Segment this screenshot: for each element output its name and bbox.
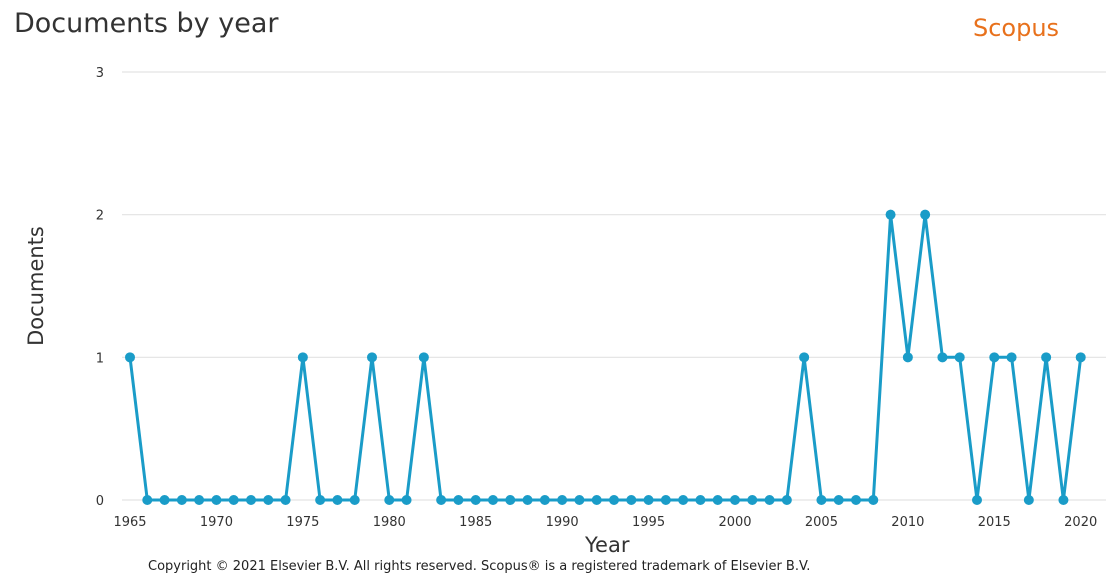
x-tick-label: 1995	[632, 515, 665, 530]
data-point[interactable]	[402, 495, 412, 505]
data-point[interactable]	[211, 495, 221, 505]
x-tick-label: 1990	[546, 515, 579, 530]
y-axis-label: Documents	[24, 226, 48, 346]
x-tick-label: 1980	[373, 515, 406, 530]
data-point[interactable]	[1076, 352, 1086, 362]
y-tick-label: 2	[96, 209, 104, 224]
x-tick-label: 1970	[200, 515, 233, 530]
x-tick-label: 2020	[1064, 515, 1097, 530]
data-point[interactable]	[851, 495, 861, 505]
data-point[interactable]	[747, 495, 757, 505]
y-axis-ticks: 0 1 2 3	[96, 66, 104, 509]
data-point[interactable]	[505, 495, 515, 505]
data-point[interactable]	[886, 210, 896, 220]
x-tick-label: 2000	[718, 515, 751, 530]
x-tick-label: 2005	[805, 515, 838, 530]
data-point[interactable]	[903, 352, 913, 362]
data-point[interactable]	[609, 495, 619, 505]
data-point[interactable]	[177, 495, 187, 505]
x-tick-label: 2010	[891, 515, 924, 530]
data-point[interactable]	[557, 495, 567, 505]
data-point[interactable]	[263, 495, 273, 505]
data-point[interactable]	[453, 495, 463, 505]
data-point[interactable]	[765, 495, 775, 505]
data-point[interactable]	[972, 495, 982, 505]
x-tick-label: 2015	[978, 515, 1011, 530]
y-tick-label: 0	[96, 494, 104, 509]
data-point[interactable]	[644, 495, 654, 505]
data-point[interactable]	[160, 495, 170, 505]
x-tick-label: 1975	[286, 515, 319, 530]
data-point[interactable]	[989, 352, 999, 362]
data-point[interactable]	[350, 495, 360, 505]
x-tick-label: 1985	[459, 515, 492, 530]
data-point[interactable]	[229, 495, 239, 505]
data-point[interactable]	[678, 495, 688, 505]
data-point[interactable]	[315, 495, 325, 505]
x-axis-label: Year	[585, 533, 629, 557]
data-point[interactable]	[488, 495, 498, 505]
data-point[interactable]	[799, 352, 809, 362]
data-point[interactable]	[1058, 495, 1068, 505]
data-point[interactable]	[695, 495, 705, 505]
data-point[interactable]	[713, 495, 723, 505]
data-point[interactable]	[920, 210, 930, 220]
data-point[interactable]	[1007, 352, 1017, 362]
data-point[interactable]	[367, 352, 377, 362]
data-point[interactable]	[436, 495, 446, 505]
data-point[interactable]	[868, 495, 878, 505]
gridlines	[122, 72, 1106, 500]
data-point[interactable]	[246, 495, 256, 505]
data-point[interactable]	[419, 352, 429, 362]
data-point[interactable]	[1041, 352, 1051, 362]
data-point[interactable]	[1024, 495, 1034, 505]
data-point[interactable]	[194, 495, 204, 505]
data-point[interactable]	[574, 495, 584, 505]
x-tick-label: 1965	[113, 515, 146, 530]
data-point[interactable]	[125, 352, 135, 362]
data-point[interactable]	[730, 495, 740, 505]
data-point[interactable]	[384, 495, 394, 505]
x-axis-ticks: 1965 1970 1975 1980 1985 1990 1995 2000 2005 2010…	[113, 515, 1097, 530]
data-point[interactable]	[937, 352, 947, 362]
data-point[interactable]	[281, 495, 291, 505]
data-point[interactable]	[955, 352, 965, 362]
data-point[interactable]	[540, 495, 550, 505]
data-point[interactable]	[626, 495, 636, 505]
data-point[interactable]	[661, 495, 671, 505]
data-point[interactable]	[816, 495, 826, 505]
copyright-notice: Copyright © 2021 Elsevier B.V. All right…	[148, 559, 810, 574]
data-point[interactable]	[332, 495, 342, 505]
data-point[interactable]	[142, 495, 152, 505]
y-tick-label: 1	[96, 351, 104, 366]
data-point[interactable]	[834, 495, 844, 505]
data-point[interactable]	[471, 495, 481, 505]
data-point[interactable]	[782, 495, 792, 505]
y-tick-label: 3	[96, 66, 104, 81]
data-point[interactable]	[592, 495, 602, 505]
data-point[interactable]	[298, 352, 308, 362]
data-point[interactable]	[523, 495, 533, 505]
